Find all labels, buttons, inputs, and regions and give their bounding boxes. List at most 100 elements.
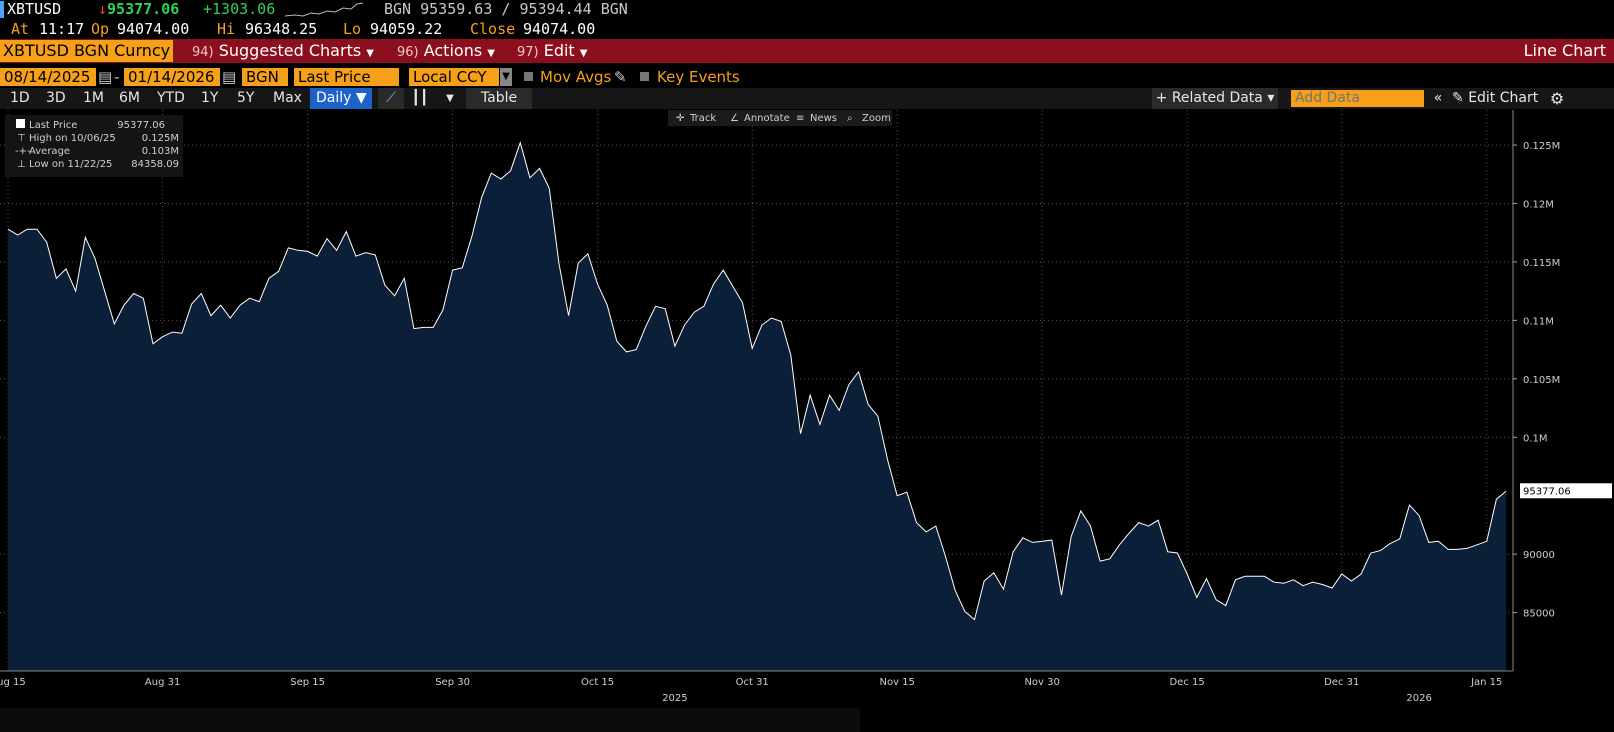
y-tick-label: 90000 (1523, 550, 1555, 561)
chart-type-title: Line Chart (1523, 41, 1606, 60)
last-price-value: 95377.06 (1523, 486, 1571, 497)
period-3d[interactable]: 3D (46, 90, 66, 106)
close-label: Close (470, 20, 516, 38)
annotate-icon[interactable]: ∠ (730, 113, 739, 124)
quote-details: At 11:17 Op 94074.00 Hi 96348.25 Lo 9405… (0, 20, 1614, 39)
pencil-icon: ✎ (1452, 90, 1464, 106)
quote-header: XBTUSD ↓95377.06 +1303.06 BGN 95359.63 /… (0, 0, 1614, 20)
currency-selector[interactable]: Local CCY (409, 68, 499, 86)
key-events-label: Key Events (657, 68, 740, 86)
add-data-input[interactable] (1291, 90, 1424, 107)
open-label: Op (91, 20, 110, 38)
news-icon[interactable]: ≡ (796, 113, 804, 124)
y-tick-label: 0.1M (1523, 433, 1548, 444)
suggested-charts-menu[interactable]: 94) Suggested Charts ▼ (192, 41, 374, 60)
candlestick-icon[interactable]: ┃┃ (411, 90, 429, 106)
high-label: Hi (217, 20, 236, 38)
last-price-marker: 95377.06 (1520, 483, 1612, 499)
edit-menu[interactable]: 97) Edit ▼ (517, 41, 588, 60)
x-tick-label: Aug 15 (0, 677, 26, 688)
x-tick-label: Dec 31 (1324, 677, 1359, 688)
gear-icon[interactable]: ⚙ (1549, 89, 1565, 108)
low-marker-icon: ⊥ (17, 159, 26, 170)
tool-track[interactable]: Track (689, 113, 716, 124)
key-events-checkbox[interactable] (640, 72, 649, 81)
x-tick-label: Nov 30 (1024, 677, 1059, 688)
x-tick-label: Aug 31 (145, 677, 180, 688)
legend-value-average: 0.103M (142, 146, 179, 157)
x-axis: Aug 15 Aug 31 Sep 15 Sep 30 Oct 15 Oct 31 Nov … (0, 670, 1513, 704)
end-date-field[interactable]: 01/14/2026 (124, 68, 220, 86)
price-area (8, 142, 1507, 671)
x-tick-label: Nov 15 (879, 677, 914, 688)
table-button[interactable]: Table (466, 88, 532, 109)
tool-zoom[interactable]: Zoom (862, 113, 891, 124)
tool-annotate[interactable]: Annotate (744, 113, 790, 124)
period-ytd[interactable]: YTD (157, 90, 185, 106)
period-5y[interactable]: 5Y (237, 90, 255, 106)
mov-avgs-checkbox[interactable] (524, 72, 533, 81)
security-name[interactable]: XBTUSD BGN Curncy (0, 40, 174, 62)
calendar-icon[interactable]: ▤ (222, 68, 237, 86)
price-change: +1303.06 (203, 0, 276, 18)
edit-chart-button[interactable]: ✎ Edit Chart (1452, 90, 1539, 106)
crosshair-icon[interactable]: ✛ (676, 113, 685, 124)
legend-label-high: High on 10/06/25 (29, 133, 116, 144)
average-marker-icon: -+- (15, 146, 31, 157)
collapse-icon[interactable]: « (1433, 90, 1443, 106)
actions-menu[interactable]: 96) Actions ▼ (397, 41, 495, 60)
y-tick-label: 0.125M (1523, 141, 1560, 152)
period-1y[interactable]: 1Y (201, 90, 219, 106)
period-1m[interactable]: 1M (83, 90, 104, 106)
period-6m[interactable]: 6M (119, 90, 140, 106)
sparkline-icon (285, 2, 364, 17)
legend-value-high: 0.125M (142, 133, 179, 144)
source-field[interactable]: BGN (242, 68, 288, 86)
zoom-icon[interactable]: ⌕ (847, 113, 853, 124)
period-max[interactable]: Max (273, 90, 302, 106)
quote-time: 11:17 (39, 20, 85, 38)
legend-label-average: Average (29, 146, 70, 157)
start-date-field[interactable]: 08/14/2025 (0, 68, 96, 86)
y-tick-label: 0.11M (1523, 316, 1554, 327)
bottom-bar (0, 708, 1614, 732)
price-line (7, 141, 1507, 621)
x-tick-label: Sep 30 (435, 677, 470, 688)
x-year-label: 2026 (1406, 693, 1431, 704)
high-value: 96348.25 (245, 20, 318, 38)
chart-legend: Last Price 95377.06 ⊤ High on 10/06/25 0… (5, 115, 183, 177)
x-tick-label: Oct 31 (736, 677, 769, 688)
legend-value-low: 84358.09 (131, 159, 179, 170)
last-price: ↓95377.06 (98, 0, 180, 18)
x-tick-label: Dec 15 (1169, 677, 1204, 688)
chart-toolbar: 1D 3D 1M 6M YTD 1Y 5Y Max Daily ▼ ⟋ ┃┃ ▼… (0, 88, 1614, 109)
legend-label-low: Low on 11/22/25 (29, 159, 112, 170)
selection-marker (0, 1, 4, 18)
chevron-down-icon: ▼ (366, 48, 374, 59)
y-axis: 0.125M 0.12M 0.115M 0.11M 0.105M 0.1M 90000 850… (1512, 110, 1560, 671)
pencil-icon[interactable]: ✎ (614, 68, 627, 86)
close-value: 94074.00 (523, 20, 596, 38)
chevron-down-icon[interactable]: ▼ (500, 68, 512, 86)
calendar-icon[interactable]: ▤ (98, 68, 113, 86)
tool-news[interactable]: News (810, 113, 837, 124)
x-tick-label: Jan 15 (1470, 677, 1502, 688)
y-tick-label: 0.12M (1523, 200, 1554, 211)
y-tick-label: 0.115M (1523, 258, 1560, 269)
y-tick-label: 85000 (1523, 609, 1555, 620)
field-selector[interactable]: Last Price (294, 68, 399, 86)
ticker[interactable]: XBTUSD (7, 0, 62, 18)
chevron-down-icon[interactable]: ▼ (446, 93, 454, 104)
date-dash: - (114, 68, 120, 86)
period-1d[interactable]: 1D (10, 90, 30, 106)
line-chart-icon[interactable]: ⟋ (378, 88, 404, 109)
price-chart[interactable]: 0.125M 0.12M 0.115M 0.11M 0.105M 0.1M 90000 850… (0, 110, 1614, 710)
open-value: 94074.00 (117, 20, 190, 38)
at-label: At (11, 20, 30, 38)
frequency-selector[interactable]: Daily ▼ (310, 88, 372, 109)
mov-avgs-label: Mov Avgs (540, 68, 612, 86)
related-data-button[interactable]: + Related Data ▾ (1152, 88, 1278, 109)
x-tick-label: Sep 15 (290, 677, 325, 688)
chart-tools: ✛ Track ∠ Annotate ≡ News ⌕ Zoom (668, 110, 892, 126)
chart-inputs: 08/14/2025 ▤ - 01/14/2026 ▤ BGN Last Pri… (0, 66, 1614, 88)
